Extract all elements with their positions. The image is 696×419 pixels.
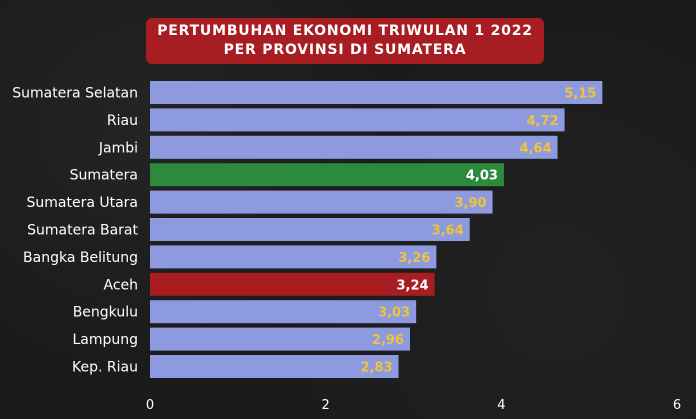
chart-title-line-2: PER PROVINSI DI SUMATERA <box>223 42 467 58</box>
value-label-riau: 4,72 <box>526 114 558 129</box>
category-label-sumatera-utara: Sumatera Utara <box>26 195 138 211</box>
category-label-lampung: Lampung <box>72 332 138 348</box>
value-labels-group: 5,15 4,72 4,64 4,03 3,90 3,643,26 3,24 3,03 2,96… <box>360 87 596 376</box>
bar-kep-riau <box>150 355 399 378</box>
bar-bangka-belitung <box>150 245 437 269</box>
category-label-kep-riau: Kep. Riau <box>72 360 138 376</box>
value-label-bangka-belitung: 3,26 <box>398 251 430 266</box>
bars-group <box>150 81 603 378</box>
bar-sumatera-selatan <box>150 81 603 104</box>
category-label-sumatera-barat: Sumatera Barat <box>27 223 138 239</box>
bar-riau <box>150 108 565 132</box>
chart-title-line-1: PERTUMBUHAN EKONOMI TRIWULAN 1 2022 <box>157 23 533 39</box>
x-tick-6: 6 <box>673 398 681 413</box>
chart-title: PERTUMBUHAN EKONOMI TRIWULAN 1 2022 PER … <box>146 18 544 64</box>
category-label-sumatera: Sumatera <box>70 168 138 184</box>
category-label-bangka-belitung: Bangka Belitung <box>23 250 138 266</box>
category-label-riau: Riau <box>107 113 138 129</box>
value-label-sumatera-barat: 3,64 <box>432 224 464 239</box>
bar-sumatera-utara <box>150 190 493 214</box>
category-labels-group: Sumatera Selatan Riau Jambi Sumatera Sumater… <box>12 86 138 376</box>
category-label-jambi: Jambi <box>98 140 138 156</box>
x-tick-2: 2 <box>322 398 330 413</box>
category-label-aceh: Aceh <box>103 277 138 293</box>
value-label-sumatera: 4,03 <box>466 169 498 184</box>
value-label-bengkulu: 3,03 <box>378 306 410 321</box>
value-label-sumatera-utara: 3,90 <box>454 196 486 211</box>
x-tick-4: 4 <box>497 398 505 413</box>
x-axis-ticks-group: 0 2 4 6 <box>146 398 681 413</box>
value-label-jambi: 4,64 <box>519 141 551 156</box>
bar-sumatera-barat <box>150 218 470 241</box>
bar-bengkulu <box>150 300 417 324</box>
bar-jambi <box>150 135 558 159</box>
bar-aceh <box>150 272 435 296</box>
category-label-sumatera-selatan: Sumatera Selatan <box>12 86 138 102</box>
category-label-bengkulu: Bengkulu <box>73 305 138 321</box>
bar-sumatera <box>150 163 504 187</box>
bar-lampung <box>150 327 410 351</box>
value-label-sumatera-selatan: 5,15 <box>564 87 596 102</box>
value-label-kep-riau: 2,83 <box>360 361 392 376</box>
x-tick-0: 0 <box>146 398 154 413</box>
value-label-lampung: 2,96 <box>372 333 404 348</box>
value-label-aceh: 3,24 <box>397 278 429 293</box>
